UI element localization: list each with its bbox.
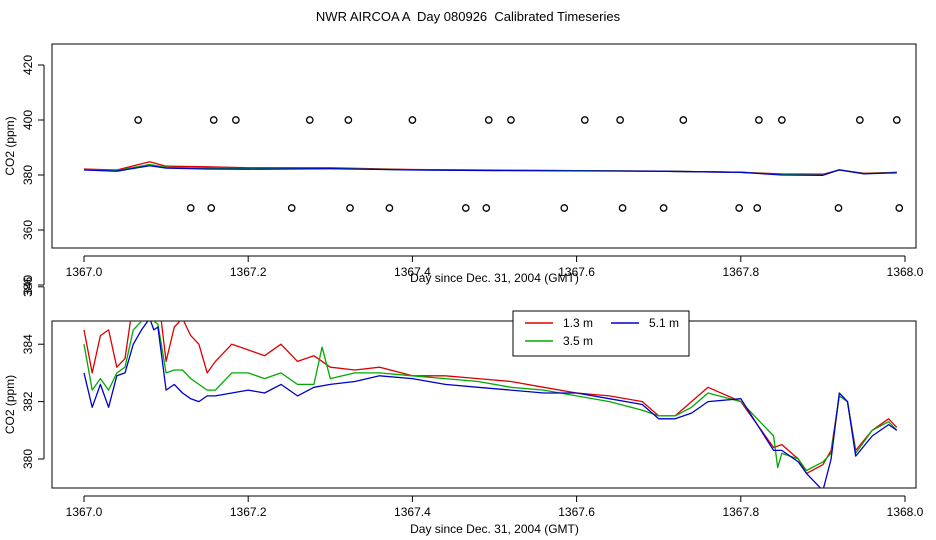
scatter-point (507, 116, 515, 124)
scatter-point (753, 204, 762, 212)
x-tick-label: 1367.8 (722, 265, 759, 279)
y-tick-label: 340 (21, 275, 35, 295)
legend-label: 1.3 m (563, 316, 593, 330)
legend: 1.3 m 3.5 m 5.1 m (512, 310, 690, 357)
top-panel: 1367.0 1367.2 1367.4 1367.6 1367.8 1368.0 Day … (3, 43, 924, 295)
y-axis-label: CO2 (ppm) (3, 116, 17, 175)
scatter-point (735, 204, 744, 212)
series-line-5-1-m (83, 321, 898, 488)
scatter-point (560, 204, 569, 212)
y-axis: 380 382 384 386 (21, 276, 45, 469)
scatter-point (616, 116, 624, 124)
scatter-point (232, 116, 240, 124)
x-axis-label: Day since Dec. 31, 2004 (GMT) (410, 522, 579, 536)
scatter-point (642, 274, 648, 280)
scatter-point (755, 116, 763, 124)
data-area (83, 116, 904, 280)
x-tick-label: 1368.0 (887, 265, 924, 279)
x-axis-label: Day since Dec. 31, 2004 (GMT) (410, 271, 579, 285)
x-tick-label: 1367.0 (66, 505, 103, 519)
scatter-point (659, 204, 668, 212)
scatter-point (207, 204, 216, 212)
scatter-point (344, 116, 353, 124)
scatter-point (580, 116, 589, 124)
scatter-point (777, 116, 786, 124)
y-tick-label: 400 (21, 110, 35, 130)
scatter-point (305, 116, 314, 124)
series-line-1-3-m (83, 321, 898, 475)
scatter-point (287, 204, 296, 212)
data-area (83, 321, 898, 488)
scatter-point (620, 274, 626, 280)
scatter-point (892, 116, 901, 124)
x-tick-label: 1367.6 (558, 505, 595, 519)
chart-main-title: NWR AIRCOA A Day 080926 Calibrated Times… (315, 9, 621, 24)
x-tick-label: 1367.4 (394, 505, 431, 519)
scatter-point (895, 204, 904, 212)
scatter-point (172, 274, 178, 280)
scatter-point (855, 116, 864, 124)
scatter-point (818, 274, 824, 280)
x-tick-label: 1367.6 (558, 265, 595, 279)
y-axis: 340 360 380 400 420 (21, 55, 45, 295)
x-tick-label: 1367.2 (230, 265, 267, 279)
y-tick-label: 386 (21, 276, 35, 296)
scatter-point (208, 274, 214, 280)
x-tick-label: 1367.8 (722, 505, 759, 519)
scatter-point (186, 204, 195, 212)
scatter-point (209, 116, 218, 124)
scatter-point (679, 116, 688, 124)
y-tick-label: 420 (21, 55, 35, 75)
plot-frame (51, 43, 917, 249)
x-tick-label: 1368.0 (887, 505, 924, 519)
legend-label: 3.5 m (563, 334, 593, 348)
y-axis-label: CO2 (ppm) (3, 375, 17, 434)
scatter-point (385, 204, 394, 212)
scatter-point (348, 274, 354, 280)
legend-box (512, 310, 690, 357)
scatter-point (484, 116, 493, 124)
y-tick-label: 384 (21, 334, 35, 354)
plot-frame (51, 320, 917, 489)
y-tick-label: 380 (21, 165, 35, 185)
series-line-3-5-m (83, 321, 898, 472)
bottom-panel: 1367.0 1367.2 1367.4 1367.6 1367.8 1368.0 Day … (3, 276, 924, 536)
y-tick-label: 360 (21, 220, 35, 240)
x-tick-label: 1367.2 (230, 505, 267, 519)
x-axis: 1367.0 1367.2 1367.4 1367.6 1367.8 1368.0 (66, 495, 924, 519)
legend-label: 5.1 m (649, 316, 679, 330)
scatter-point (482, 204, 491, 212)
scatter-point (834, 204, 843, 212)
scatter-point (618, 204, 627, 212)
x-axis: 1367.0 1367.2 1367.4 1367.6 1367.8 1368.0 (66, 255, 924, 279)
scatter-point (346, 204, 354, 212)
series-line-5-1-m (83, 165, 897, 176)
scatter-point (368, 274, 374, 280)
y-tick-label: 382 (21, 391, 35, 411)
scatter-point (408, 116, 417, 124)
scatter-point (270, 274, 276, 280)
scatter-point (461, 204, 470, 212)
y-tick-label: 380 (21, 449, 35, 469)
x-tick-label: 1367.4 (394, 265, 431, 279)
scatter-point (134, 116, 143, 124)
x-tick-label: 1367.0 (66, 265, 103, 279)
